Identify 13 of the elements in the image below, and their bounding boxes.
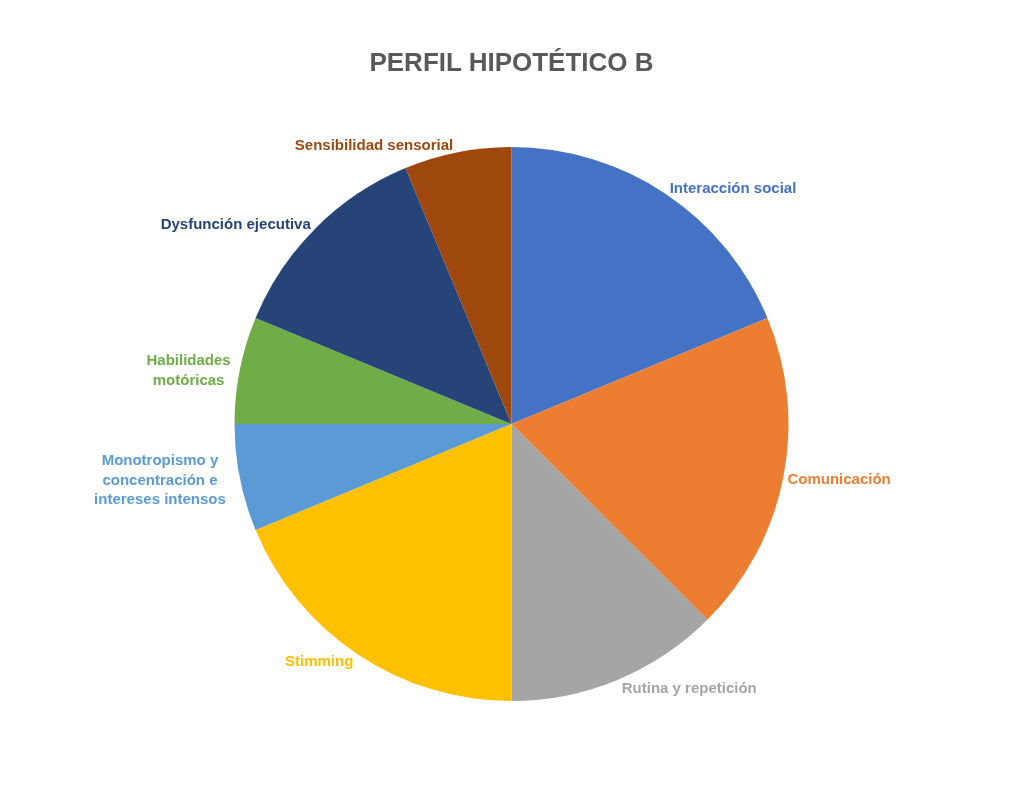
slice-label: Dysfunción ejecutiva	[160, 215, 312, 233]
slice-label: Sensibilidad sensorial	[294, 135, 454, 153]
slice-label: Habilidades motóricas	[146, 351, 231, 388]
slice-label: Monotropismo y concentración e intereses intensos	[94, 451, 226, 508]
pie-slice	[234, 424, 512, 530]
pie-slice	[511, 318, 789, 620]
slice-label: Interacción social	[669, 179, 797, 197]
pie-slice	[234, 318, 512, 424]
slice-label: Rutina y repetición	[621, 678, 757, 696]
chart-title: PERFIL HIPOTÉTICO B	[369, 47, 654, 78]
slice-label: Stimming	[285, 651, 354, 669]
slice-label: Comunicación	[787, 469, 891, 487]
pie-slice	[255, 424, 512, 701]
